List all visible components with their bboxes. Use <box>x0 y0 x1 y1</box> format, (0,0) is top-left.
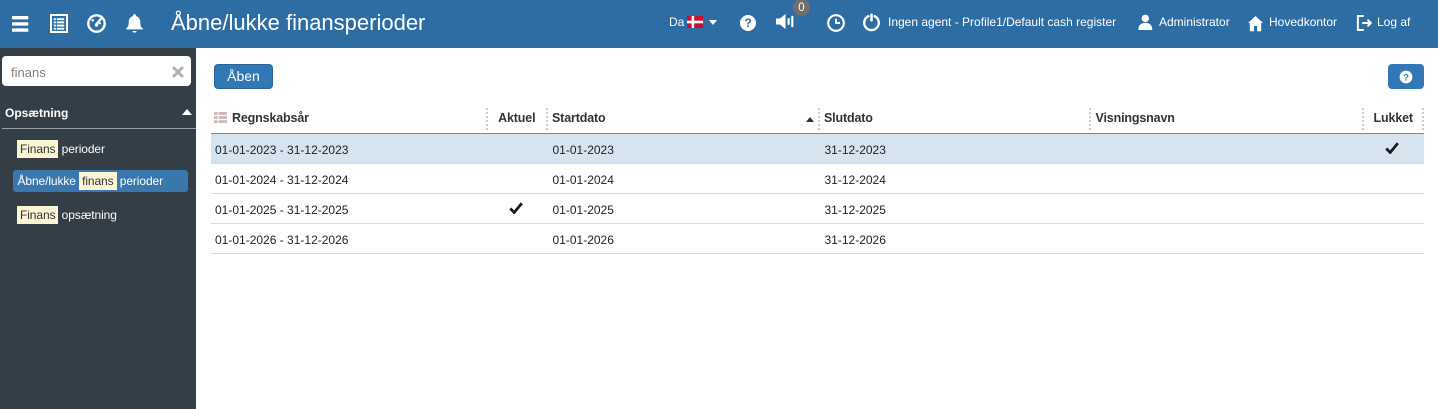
svg-text:?: ? <box>1403 73 1409 84</box>
svg-text:?: ? <box>744 16 751 30</box>
